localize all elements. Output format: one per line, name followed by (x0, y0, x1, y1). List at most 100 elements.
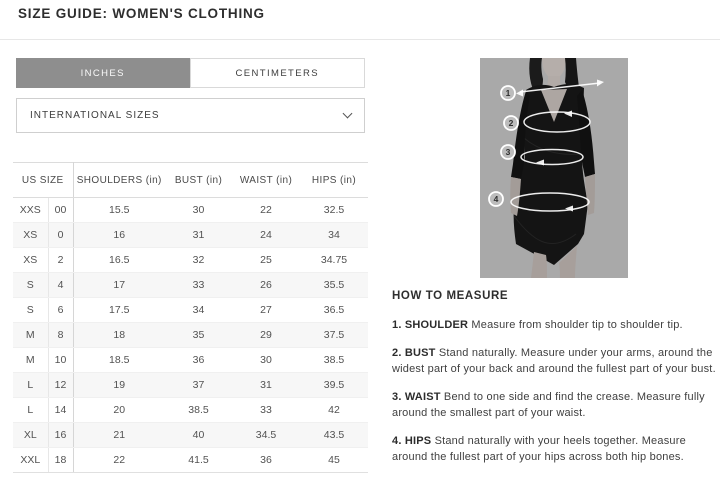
table-cell: 21 (73, 422, 166, 448)
svg-text:2: 2 (509, 118, 514, 128)
table-cell: 33 (165, 272, 233, 298)
table-row: S 6 17.5 34 27 36.5 (13, 297, 369, 323)
table-row: XS 2 16.5 32 25 34.75 (13, 247, 369, 273)
table-cell: 43.5 (300, 422, 369, 448)
table-cell: 33 (232, 397, 301, 423)
table-row: XL 16 21 40 34.5 43.5 (13, 422, 369, 448)
table-cell: 0 (48, 222, 74, 248)
measure-step-label: 4. HIPS (392, 434, 432, 447)
table-cell: 22 (232, 197, 301, 223)
table-cell: 14 (48, 397, 74, 423)
table-cell: 29 (232, 322, 301, 348)
table-cell: 35 (165, 322, 233, 348)
header-divider (0, 39, 720, 40)
size-table-container: US SIZE SHOULDERS (in) BUST (in) WAIST (… (13, 162, 369, 473)
table-cell: 31 (165, 222, 233, 248)
table-cell: 16 (73, 222, 166, 248)
measure-step: 3. WAIST Bend to one side and find the c… (392, 390, 705, 420)
table-cell: 22 (73, 447, 166, 473)
unit-tabs: INCHES CENTIMETERS (16, 58, 365, 88)
measure-step-label: 1. SHOULDER (392, 319, 469, 331)
table-cell: 34.75 (300, 247, 369, 273)
table-cell: M (13, 347, 49, 373)
dropdown-selected-value: INTERNATIONAL SIZES (30, 110, 160, 121)
table-cell: XS (13, 222, 49, 248)
table-cell: 26 (232, 272, 301, 298)
table-cell: 15.5 (73, 197, 166, 223)
table-cell: 40 (165, 422, 233, 448)
marker-bust: 2 (503, 115, 519, 131)
table-cell: 17 (73, 272, 166, 298)
table-cell: 18 (48, 447, 74, 473)
table-cell: M (13, 322, 49, 348)
tab-inches[interactable]: INCHES (16, 58, 190, 88)
table-cell: 37 (165, 372, 233, 398)
marker-waist: 3 (500, 144, 516, 160)
table-cell: 17.5 (73, 297, 166, 323)
table-cell: 39.5 (300, 372, 369, 398)
table-cell: XL (13, 422, 49, 448)
table-cell: 8 (48, 322, 74, 348)
table-cell: 35.5 (300, 272, 369, 298)
table-cell: L (13, 397, 49, 423)
measurement-figure-image: 1 2 3 4 (480, 58, 628, 278)
table-cell: 36 (165, 347, 233, 373)
svg-text:1: 1 (506, 88, 511, 98)
marker-hips: 4 (488, 191, 504, 207)
table-cell: 19 (73, 372, 166, 398)
table-cell: 00 (48, 197, 74, 223)
table-row: S 4 17 33 26 35.5 (13, 272, 369, 298)
table-cell: 4 (48, 272, 74, 298)
table-cell: 37.5 (300, 322, 369, 348)
size-table: US SIZE SHOULDERS (in) BUST (in) WAIST (… (13, 162, 369, 473)
page-title: SIZE GUIDE: WOMEN'S CLOTHING (18, 6, 265, 21)
table-cell: 10 (48, 347, 74, 373)
international-sizes-dropdown[interactable]: INTERNATIONAL SIZES (16, 98, 365, 133)
table-row: XXS 00 15.5 30 22 32.5 (13, 197, 369, 223)
measure-step-label: 3. WAIST (392, 390, 441, 403)
table-cell: 18 (73, 322, 166, 348)
table-cell: 24 (232, 222, 301, 248)
table-cell: 2 (48, 247, 74, 273)
table-cell: 32.5 (300, 197, 369, 223)
table-row: M 8 18 35 29 37.5 (13, 322, 369, 348)
col-header-us-size: US SIZE (13, 162, 74, 198)
size-table-body: XXS 00 15.5 30 22 32.5 XS 0 16 31 24 34 XS 2 16.5 32 25 3… (13, 197, 369, 473)
table-row: XXL 18 22 41.5 36 45 (13, 447, 369, 473)
table-cell: 34.5 (232, 422, 301, 448)
table-cell: XXL (13, 447, 49, 473)
svg-text:4: 4 (494, 194, 499, 204)
measure-step-label: 2. BUST (392, 346, 436, 359)
table-cell: 31 (232, 372, 301, 398)
table-cell: 30 (165, 197, 233, 223)
table-cell: XS (13, 247, 49, 273)
table-cell: L (13, 372, 49, 398)
table-cell: 30 (232, 347, 301, 373)
table-cell: S (13, 272, 49, 298)
svg-text:3: 3 (506, 147, 511, 157)
measure-steps: 1. SHOULDER Measure from shoulder tip to… (392, 317, 718, 466)
table-cell: 16 (48, 422, 74, 448)
table-row: M 10 18.5 36 30 38.5 (13, 347, 369, 373)
table-cell: 6 (48, 297, 74, 323)
col-header-hips: HIPS (in) (300, 162, 369, 198)
table-cell: XXS (13, 197, 49, 223)
table-cell: 41.5 (165, 447, 233, 473)
table-cell: 42 (300, 397, 369, 423)
table-cell: 20 (73, 397, 166, 423)
table-cell: 38.5 (300, 347, 369, 373)
table-cell: 32 (165, 247, 233, 273)
table-cell: 27 (232, 297, 301, 323)
size-table-header: US SIZE SHOULDERS (in) BUST (in) WAIST (… (13, 162, 369, 198)
marker-shoulder: 1 (500, 85, 516, 101)
table-cell: 18.5 (73, 347, 166, 373)
tab-centimeters[interactable]: CENTIMETERS (189, 58, 365, 88)
measure-step: 4. HIPS Stand naturally with your heels … (392, 434, 686, 464)
col-header-waist: WAIST (in) (232, 162, 301, 198)
how-to-measure-section: HOW TO MEASURE 1. SHOULDER Measure from … (392, 290, 718, 477)
table-cell: 25 (232, 247, 301, 273)
how-to-measure-heading: HOW TO MEASURE (392, 290, 509, 302)
table-cell: 34 (165, 297, 233, 323)
measure-step: 2. BUST Stand naturally. Measure under y… (392, 346, 716, 376)
